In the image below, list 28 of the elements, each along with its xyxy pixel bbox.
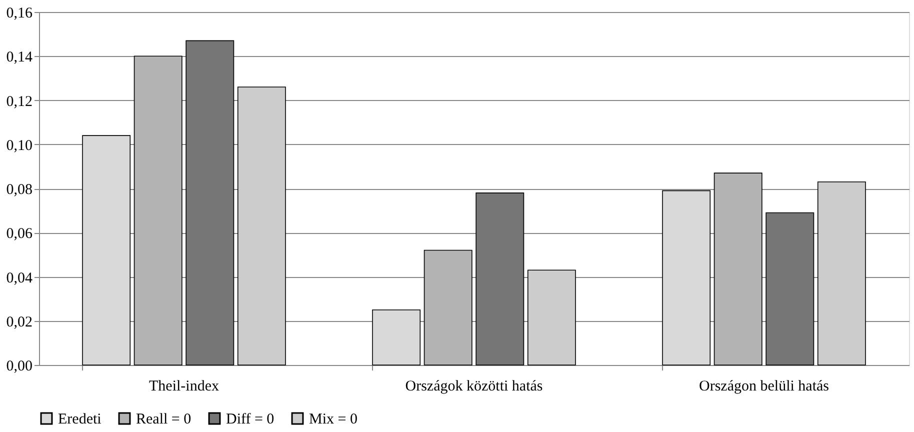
bar — [82, 135, 131, 366]
bar — [817, 181, 866, 366]
bar — [372, 309, 421, 366]
legend-label: Reall = 0 — [136, 412, 192, 428]
bar — [766, 212, 814, 366]
bar — [134, 56, 182, 366]
bar — [662, 190, 711, 366]
bar — [476, 192, 524, 366]
y-tick-label: 0,14 — [6, 50, 33, 66]
y-tick-label: 0,06 — [6, 226, 33, 242]
x-tick-label: Theil-index — [149, 378, 220, 394]
legend-label: Mix = 0 — [309, 412, 358, 428]
y-tick-label: 0,02 — [6, 314, 32, 330]
bar — [527, 270, 576, 366]
x-tick-label: Országok közötti hatás — [405, 378, 543, 394]
y-tick-label: 0,00 — [6, 358, 32, 374]
bar — [714, 172, 762, 366]
y-tick-label: 0,16 — [6, 6, 33, 22]
bar — [186, 40, 234, 366]
y-tick-label: 0,10 — [6, 138, 32, 154]
legend-label: Diff = 0 — [226, 412, 274, 428]
legend-label: Eredeti — [58, 412, 102, 428]
y-tick-label: 0,04 — [6, 270, 33, 286]
bar — [237, 86, 286, 366]
bar — [424, 250, 472, 366]
x-tick-label: Országon belüli hatás — [699, 378, 830, 394]
y-tick-label: 0,12 — [6, 94, 32, 110]
y-tick-label: 0,08 — [6, 182, 32, 198]
